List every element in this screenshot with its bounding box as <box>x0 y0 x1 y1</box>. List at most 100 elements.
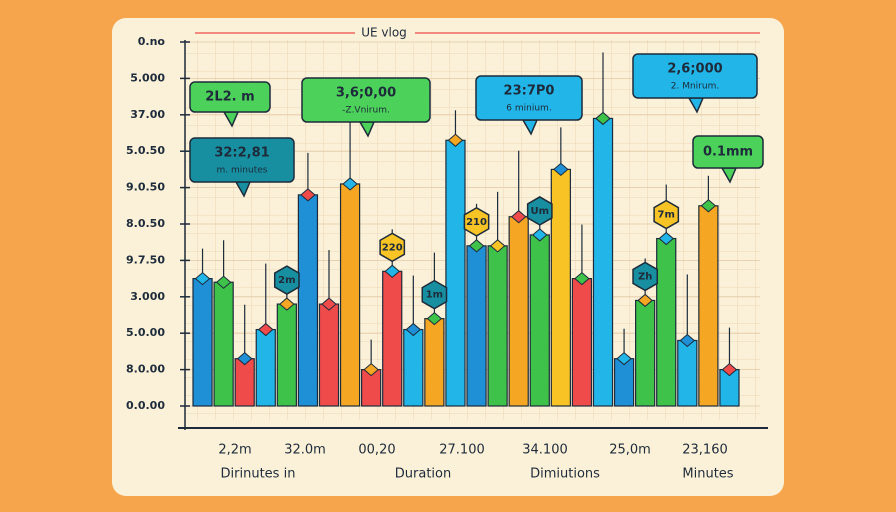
bar-cap <box>721 362 738 377</box>
bar <box>529 234 550 407</box>
badge-label: 7m <box>658 210 675 221</box>
callout-sub: 6 minium. <box>506 104 551 114</box>
badge-label: Um <box>530 206 549 217</box>
bar <box>613 358 635 407</box>
x-group-label: Minutes <box>682 467 733 482</box>
bar-cap <box>384 264 400 278</box>
bar <box>382 270 403 407</box>
x-tick-label: 23,160 <box>682 443 728 458</box>
bar-cap <box>363 362 379 377</box>
bar-cap <box>279 297 295 311</box>
callout-text: 23:7P0 <box>504 84 555 99</box>
x-tick-label: 27.100 <box>439 443 485 458</box>
x-group-label: Dimiutions <box>530 467 600 482</box>
bar-cap <box>468 239 485 253</box>
callout <box>301 77 431 123</box>
bar <box>550 168 571 407</box>
x-tick-label: 25,0m <box>609 443 651 458</box>
callout-text: 3,6;0,00 <box>336 86 396 101</box>
y-tick-label: 9.0.50 <box>126 181 165 194</box>
bar-cap <box>553 162 569 177</box>
badge-label: 1m <box>426 290 443 301</box>
badge-label: Zh <box>638 271 652 282</box>
callout-sub: 2. Mnirum. <box>671 82 719 92</box>
callout-text: 32:2,81 <box>214 146 269 161</box>
y-tick-label: 9.7.50 <box>126 253 165 266</box>
badge-label: 2m <box>278 275 295 286</box>
bar-cap <box>658 231 674 246</box>
badge <box>421 279 448 310</box>
callout <box>632 53 758 99</box>
y-tick-label: 0.no <box>138 35 166 48</box>
bar-cap <box>342 177 358 191</box>
y-tick-label: 37.00 <box>130 108 165 121</box>
x-tick-label: 2,2m <box>218 443 251 458</box>
bar <box>192 278 213 407</box>
chart-title: UE vlog <box>361 26 407 40</box>
callout <box>189 137 295 183</box>
bar-cap <box>510 210 527 224</box>
bar-cap <box>700 199 717 213</box>
y-tick-label: 8.0.50 <box>126 217 165 230</box>
bar <box>403 328 424 407</box>
bar-cap <box>258 322 274 337</box>
bar <box>213 281 234 407</box>
bar <box>255 328 276 407</box>
bar-cap <box>300 188 316 202</box>
callout <box>692 135 764 169</box>
callout-text: 2,6;000 <box>667 62 722 77</box>
bar <box>592 117 614 407</box>
bar <box>508 216 529 407</box>
bar <box>487 245 508 407</box>
bar <box>234 358 255 407</box>
badge <box>632 261 659 292</box>
badge-label: 210 <box>466 217 487 228</box>
bar <box>635 299 656 407</box>
bar-cap <box>489 239 506 253</box>
title-bg <box>355 24 415 42</box>
y-tick-label: 0.0.00 <box>126 399 165 412</box>
bar-cap <box>595 111 611 126</box>
bar <box>466 245 487 407</box>
callout-sub: -Z.Vnirum. <box>342 106 390 116</box>
x-tick-label: 34.100 <box>522 443 568 458</box>
badge-label: 220 <box>382 242 403 253</box>
bar-cap <box>679 333 696 348</box>
bar-cap <box>637 293 653 308</box>
x-group-label: Duration <box>395 467 451 482</box>
bar-cap <box>236 352 253 366</box>
callout-sub: m. minutes <box>217 166 268 176</box>
x-tick-label: 32.0m <box>284 443 326 458</box>
x-tick-label: 00,20 <box>358 443 395 458</box>
bar <box>276 303 297 407</box>
bar <box>424 318 445 407</box>
bar-cap <box>405 322 422 337</box>
bar <box>297 194 319 407</box>
bar-cap <box>532 228 548 242</box>
y-tick-label: 5.0.00 <box>126 326 165 339</box>
callout-text: 0.1mm <box>703 145 753 160</box>
y-tick-label: 8.0.00 <box>126 363 165 376</box>
y-tick-label: 5.0.50 <box>126 144 165 157</box>
bar-cap <box>321 297 337 311</box>
bar-cap <box>215 275 232 289</box>
bar <box>318 303 340 407</box>
callout <box>189 81 271 113</box>
bar <box>339 183 361 407</box>
bar <box>698 205 719 407</box>
badge <box>379 232 406 263</box>
badge <box>273 265 300 295</box>
callout-text: 2L2. m <box>205 90 254 105</box>
bar-cap <box>194 271 211 286</box>
x-group-label: Dirinutes in <box>221 467 296 482</box>
badge <box>463 206 490 237</box>
bar <box>571 278 593 407</box>
y-tick-label: 5.000 <box>130 71 165 84</box>
bar-cap <box>447 133 464 147</box>
y-tick-label: 3.000 <box>130 290 165 303</box>
badge <box>526 196 553 226</box>
bar <box>445 139 466 407</box>
bar-cap <box>574 271 590 286</box>
